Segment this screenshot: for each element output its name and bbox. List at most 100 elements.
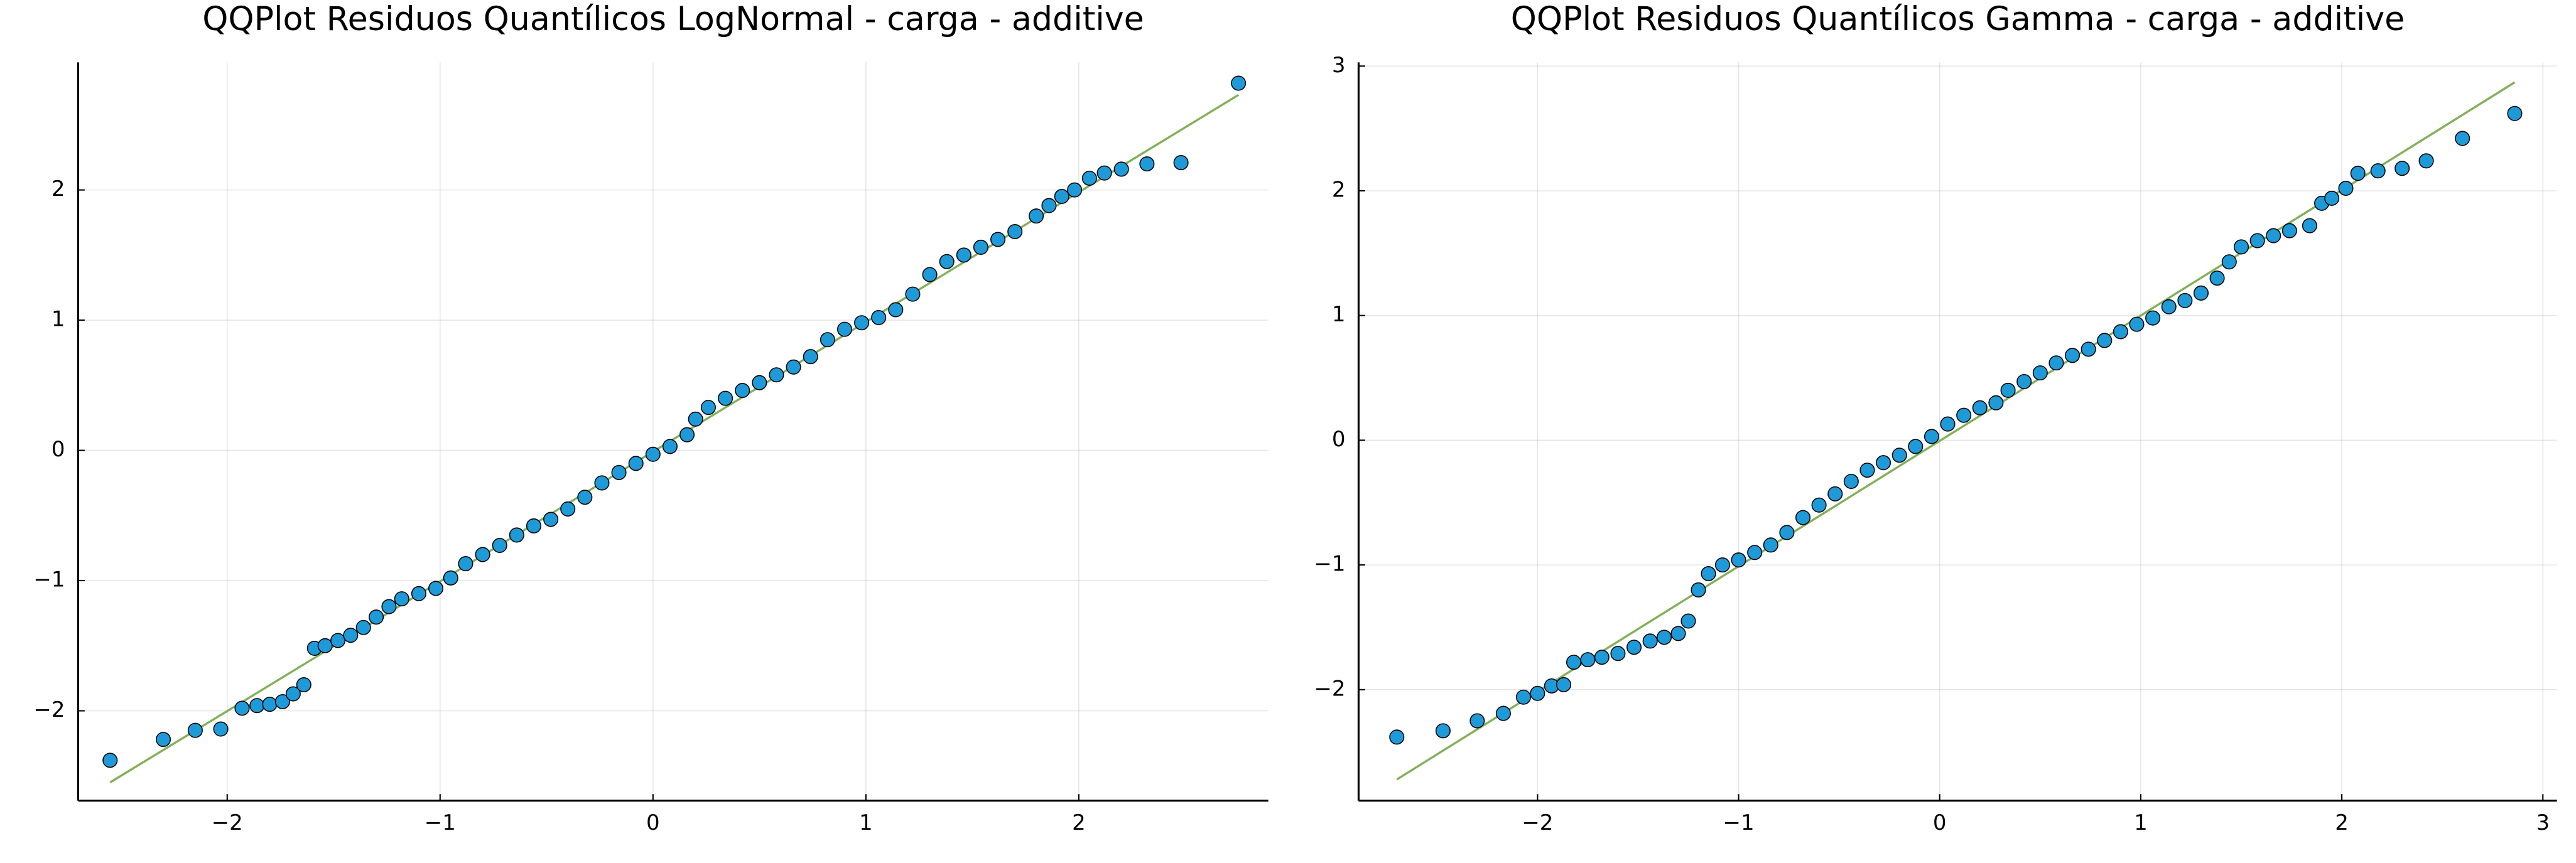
data-point [820,332,835,348]
x-tick-label: −2 [212,810,243,835]
data-point [1495,705,1511,721]
data-point [249,698,265,714]
data-point [679,427,695,442]
data-point [2418,153,2434,169]
data-point [2338,181,2354,196]
data-point [1556,677,1572,692]
data-point [1515,689,1531,705]
data-point [2233,239,2249,255]
data-point [1173,155,1189,171]
data-point [1435,723,1451,739]
data-point [2395,161,2410,176]
data-point [296,677,311,693]
data-point [330,633,346,648]
y-tick-label: 0 [1332,427,1346,452]
data-point [1940,416,1956,432]
data-point [786,359,801,375]
data-point [1081,170,1097,186]
data-point [1566,655,1582,670]
data-point [2266,228,2281,244]
data-point [1859,463,1875,478]
data-point [543,512,559,527]
data-point [2161,299,2177,314]
data-point [1731,552,1746,568]
x-tick-label: 2 [1072,810,1086,835]
y-tick-label: 3 [1332,53,1346,78]
data-point [752,375,767,390]
data-point [1007,224,1023,240]
data-point [662,439,678,454]
data-point [939,254,955,269]
data-point [1580,652,1596,668]
y-tick-label: 2 [51,176,65,201]
y-tick-label: −1 [1314,552,1345,577]
data-point [1139,156,1155,172]
data-point [2350,166,2366,181]
data-point [2193,285,2209,301]
data-point [922,267,938,282]
data-point [1067,182,1083,198]
y-tick-label: −2 [1314,676,1345,701]
data-point [458,556,474,572]
data-point [2324,190,2340,206]
y-tick-label: 0 [51,437,65,462]
data-point [1891,448,1907,463]
data-point [1113,161,1129,177]
data-point [1594,650,1610,665]
y-tick-label: 1 [1332,302,1346,327]
data-point [2065,348,2081,363]
data-point [611,464,627,480]
data-point [836,321,852,337]
data-point [1714,557,1730,573]
x-tick-label: 1 [859,810,873,835]
data-point [509,527,524,543]
data-point [1747,545,1763,560]
data-point [1231,75,1247,91]
data-point [973,239,988,255]
data-point [1670,626,1686,641]
data-point [526,518,541,533]
data-point [343,628,359,643]
data-point [2032,365,2048,381]
data-point [156,732,171,748]
data-point [2016,373,2032,390]
data-point [1469,713,1485,729]
data-point [443,570,458,586]
plot-panel: QQPlot Residuos Quantílicos Gamma - carg… [1314,0,2557,835]
data-point [2507,105,2523,121]
data-point [688,411,703,427]
data-point [594,475,610,491]
data-point [1795,510,1811,525]
data-point [871,309,887,325]
data-point [2081,341,2096,357]
data-point [492,538,507,554]
data-point [1610,646,1626,662]
data-point [1642,633,1658,649]
data-point [1972,400,1988,415]
data-point [1041,198,1057,213]
data-point [769,367,784,383]
data-point [2177,292,2193,308]
data-point [2281,223,2297,239]
y-tick-label: 1 [51,307,65,332]
data-point [1029,208,1044,224]
x-tick-label: −2 [1522,810,1553,835]
data-point [234,700,250,716]
data-point [645,446,661,462]
data-point [560,501,576,517]
data-point [1843,473,1859,490]
data-point [2145,310,2161,326]
reference-line [109,94,1240,784]
data-point [718,390,733,406]
data-point [475,547,490,562]
x-tick-label: −1 [425,810,456,835]
y-tick-label: −1 [33,567,65,592]
data-point [990,232,1006,247]
data-point [735,383,750,399]
x-tick-label: −1 [1723,810,1755,835]
data-point [803,349,818,365]
data-point [1626,640,1642,655]
data-point [262,697,278,712]
